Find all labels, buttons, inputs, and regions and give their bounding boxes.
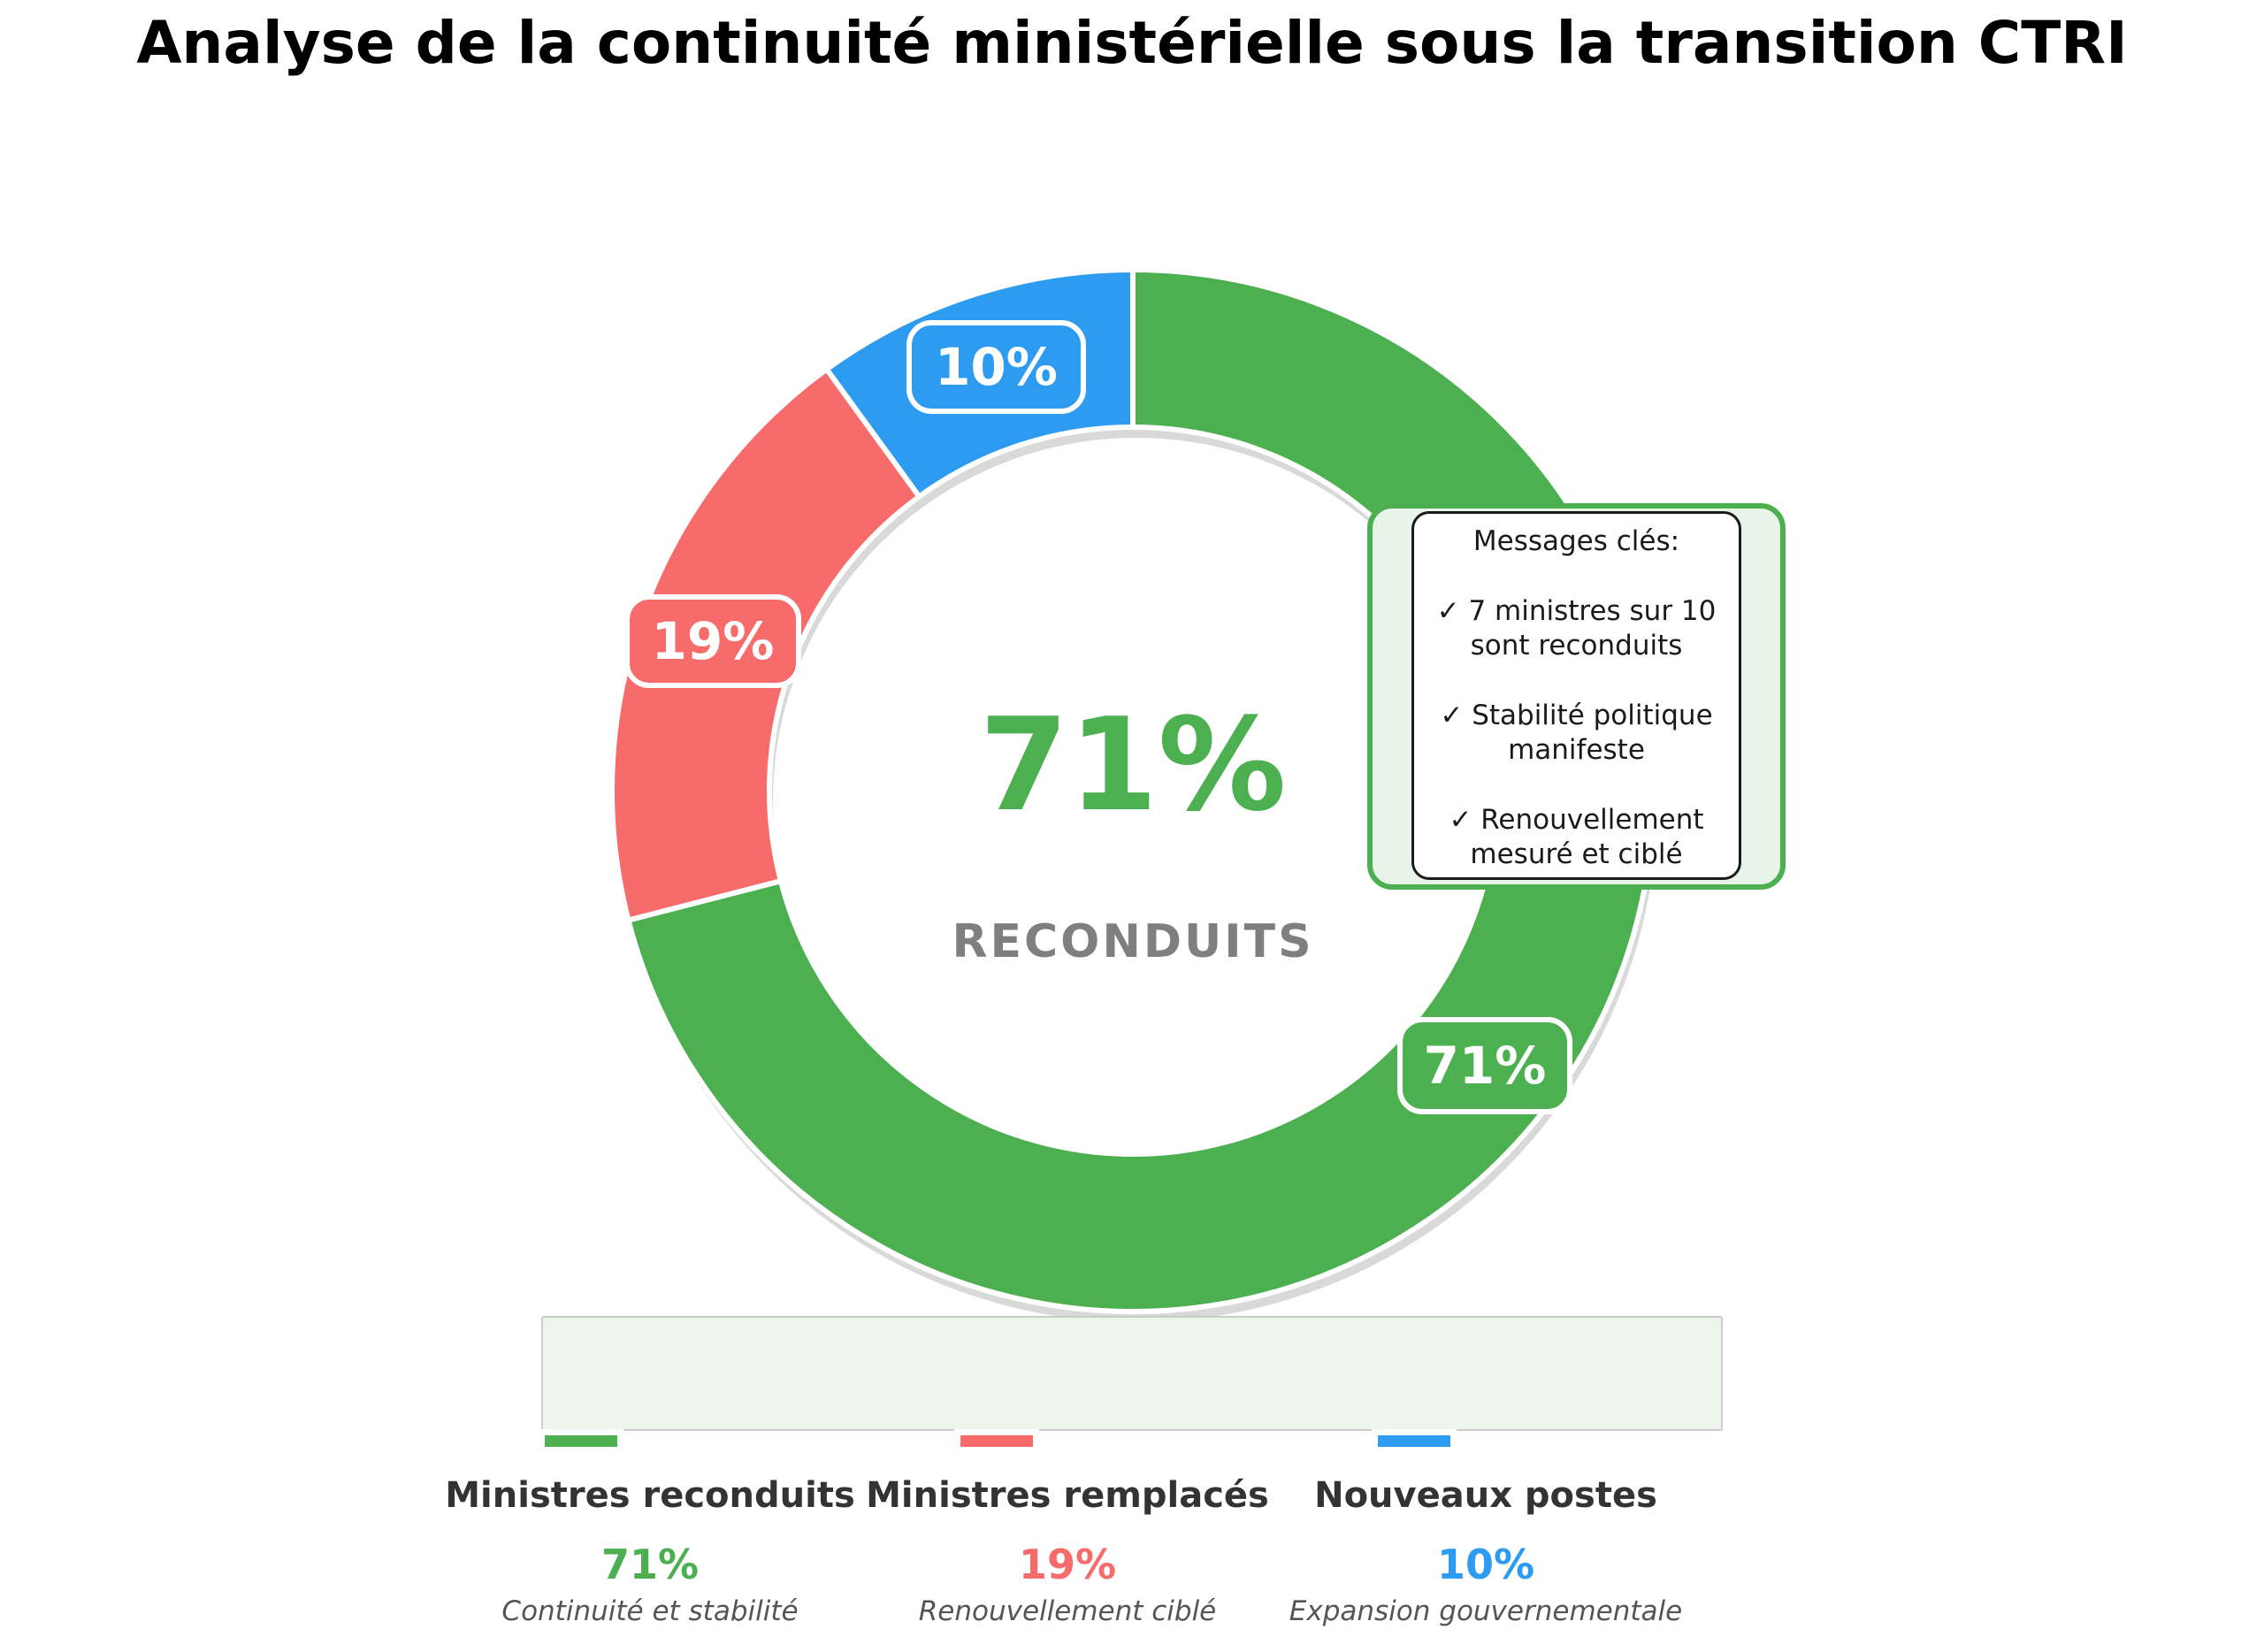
legend-percent: 19% <box>1018 1541 1117 1588</box>
legend-percent: 10% <box>1436 1541 1535 1588</box>
key-message-item: ✓ Renouvellement mesuré et ciblé <box>1421 803 1732 872</box>
legend-swatch-color-blue <box>1378 1435 1450 1447</box>
key-messages-box: Messages clés: ✓ 7 ministres sur 10 sont… <box>1367 503 1786 890</box>
legend-label: Ministres reconduits <box>445 1475 855 1516</box>
legend-background <box>541 1316 1723 1431</box>
slice-chip-nouveaux-value: 10% <box>935 337 1058 397</box>
key-messages-title: Messages clés: <box>1472 525 1680 557</box>
slice-chip-remplaces-value: 19% <box>651 611 775 671</box>
legend-description: Continuité et stabilité <box>501 1595 799 1627</box>
key-message-text: Renouvellement mesuré et ciblé <box>1470 804 1704 870</box>
key-message-text: Stabilité politique manifeste <box>1472 700 1713 766</box>
legend-label: Ministres remplacés <box>866 1475 1269 1516</box>
slice-chip-nouveaux: 10% <box>906 320 1086 414</box>
legend-swatch-color-red <box>960 1435 1033 1447</box>
donut-center-value: 71% <box>979 691 1287 840</box>
page-title: Analyse de la continuité ministérielle s… <box>136 9 2128 77</box>
legend-description: Expansion gouvernementale <box>1289 1595 1683 1627</box>
check-icon: ✓ <box>1440 700 1464 731</box>
legend-swatch-remplaces <box>954 1429 1039 1453</box>
donut-center-label: RECONDUITS <box>952 915 1314 968</box>
legend-swatch-color-green <box>545 1435 617 1447</box>
slice-chip-reconduits: 71% <box>1397 1017 1572 1114</box>
key-message-text: 7 ministres sur 10 sont reconduits <box>1468 595 1717 662</box>
legend-swatch-nouveaux <box>1372 1429 1457 1453</box>
legend-label: Nouveaux postes <box>1314 1475 1657 1516</box>
key-message-item: ✓ 7 ministres sur 10 sont reconduits <box>1421 594 1732 663</box>
legend-description: Renouvellement ciblé <box>918 1595 1217 1627</box>
check-icon: ✓ <box>1436 595 1460 627</box>
key-messages-inner-box: Messages clés: ✓ 7 ministres sur 10 sont… <box>1411 511 1741 880</box>
check-icon: ✓ <box>1449 804 1472 836</box>
slice-chip-reconduits-value: 71% <box>1423 1036 1547 1096</box>
legend-percent: 71% <box>600 1541 700 1588</box>
legend-swatch-reconduits <box>539 1429 623 1453</box>
key-message-item: ✓ Stabilité politique manifeste <box>1421 699 1732 768</box>
slice-chip-remplaces: 19% <box>624 594 801 688</box>
